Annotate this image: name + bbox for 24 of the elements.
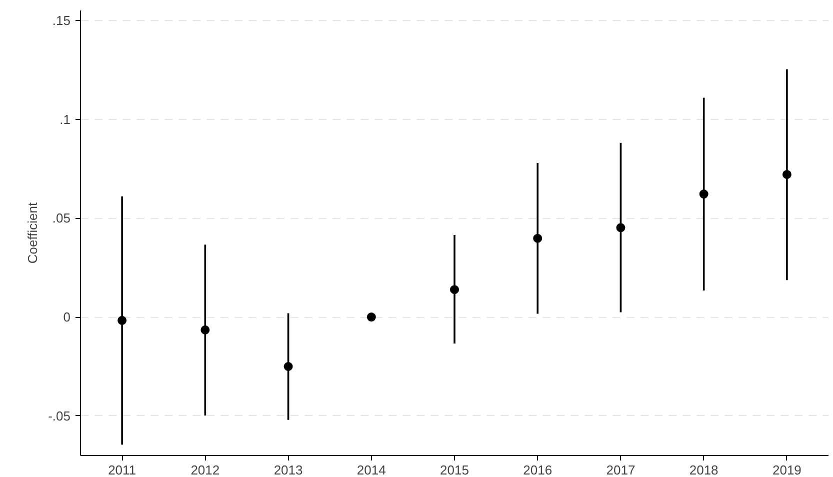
point — [118, 316, 127, 325]
x-tick-label: 2011 — [108, 462, 136, 477]
x-tick-label: 2012 — [190, 462, 220, 477]
point — [616, 223, 626, 232]
y-axis-title: Coefficient — [25, 202, 40, 264]
point — [450, 285, 459, 294]
point — [533, 234, 542, 243]
point — [200, 325, 210, 334]
x-tick-label: 2014 — [356, 462, 386, 477]
y-tick-label: .1 — [60, 112, 70, 127]
y-tick-label: .05 — [52, 210, 71, 226]
y-tick-label: 0 — [63, 310, 71, 325]
x-tick-label: 2016 — [523, 462, 552, 477]
x-tick-label: 2018 — [689, 462, 718, 477]
point — [366, 312, 376, 322]
x-tick-label: 2013 — [274, 462, 303, 477]
point — [782, 170, 792, 179]
x-tick-label: 2017 — [606, 462, 636, 477]
point — [284, 362, 293, 371]
x-tick-label: 2019 — [772, 462, 802, 477]
y-tick-label: -.05 — [48, 408, 71, 424]
x-tick-label: 2015 — [440, 462, 469, 477]
y-tick-label: .15 — [52, 12, 71, 28]
point — [699, 190, 708, 199]
